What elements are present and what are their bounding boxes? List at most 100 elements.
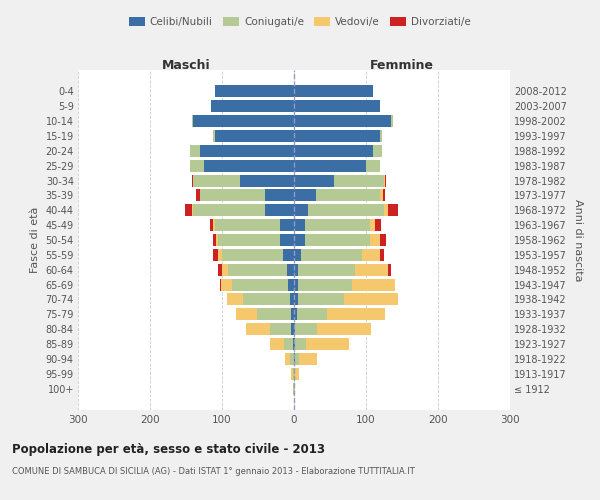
Bar [344,294,398,306]
Bar [293,382,294,394]
Bar [240,174,294,186]
Bar [380,249,384,261]
Bar [214,219,215,231]
Bar [355,264,388,276]
Bar [200,145,294,157]
Bar [185,204,193,216]
Bar [291,323,294,335]
Bar [380,234,386,246]
Bar [362,249,380,261]
Bar [283,249,294,261]
Bar [299,353,317,365]
Bar [294,278,298,290]
Bar [294,160,366,172]
Bar [317,323,371,335]
Bar [294,115,391,127]
Bar [269,323,291,335]
Bar [327,308,385,320]
Bar [215,130,294,142]
Bar [218,249,222,261]
Bar [190,160,204,172]
Bar [384,174,385,186]
Bar [193,115,294,127]
Bar [227,294,243,306]
Bar [200,190,265,202]
Bar [294,100,380,112]
Bar [305,219,370,231]
Bar [291,308,294,320]
Bar [269,338,284,350]
Bar [294,323,295,335]
Bar [284,338,293,350]
Bar [232,278,288,290]
Bar [388,264,391,276]
Bar [294,353,295,365]
Bar [193,204,265,216]
Bar [294,130,380,142]
Bar [352,278,395,290]
Bar [295,323,317,335]
Bar [295,368,299,380]
Bar [305,234,370,246]
Bar [385,174,386,186]
Bar [257,308,291,320]
Bar [211,100,294,112]
Bar [215,219,280,231]
Bar [210,219,214,231]
Bar [220,278,221,290]
Bar [298,264,355,276]
Text: Femmine: Femmine [370,59,434,72]
Bar [370,219,376,231]
Bar [247,323,269,335]
Bar [192,174,193,186]
Bar [293,338,294,350]
Bar [391,115,392,127]
Bar [366,160,380,172]
Bar [214,130,215,142]
Bar [316,190,380,202]
Bar [294,249,301,261]
Bar [228,264,287,276]
Bar [294,234,305,246]
Bar [236,308,257,320]
Bar [298,278,352,290]
Bar [284,353,290,365]
Bar [192,115,193,127]
Bar [290,353,294,365]
Text: Maschi: Maschi [161,59,211,72]
Bar [388,204,398,216]
Bar [190,145,200,157]
Bar [280,234,294,246]
Bar [294,368,295,380]
Bar [301,249,362,261]
Bar [380,190,383,202]
Bar [216,234,218,246]
Bar [243,294,290,306]
Bar [222,264,228,276]
Bar [295,353,299,365]
Bar [308,204,384,216]
Bar [380,130,382,142]
Bar [294,145,373,157]
Bar [306,338,349,350]
Bar [291,368,293,380]
Bar [298,294,344,306]
Bar [373,145,382,157]
Legend: Celibi/Nubili, Coniugati/e, Vedovi/e, Divorziati/e: Celibi/Nubili, Coniugati/e, Vedovi/e, Di… [125,12,475,32]
Bar [193,174,240,186]
Bar [265,204,294,216]
Bar [212,249,218,261]
Bar [297,308,327,320]
Bar [218,264,222,276]
Bar [222,249,283,261]
Y-axis label: Fasce di età: Fasce di età [30,207,40,273]
Bar [294,294,298,306]
Bar [370,234,380,246]
Bar [294,190,316,202]
Bar [294,264,298,276]
Text: Popolazione per età, sesso e stato civile - 2013: Popolazione per età, sesso e stato civil… [12,442,325,456]
Bar [376,219,381,231]
Bar [383,190,385,202]
Bar [294,204,308,216]
Bar [196,190,200,202]
